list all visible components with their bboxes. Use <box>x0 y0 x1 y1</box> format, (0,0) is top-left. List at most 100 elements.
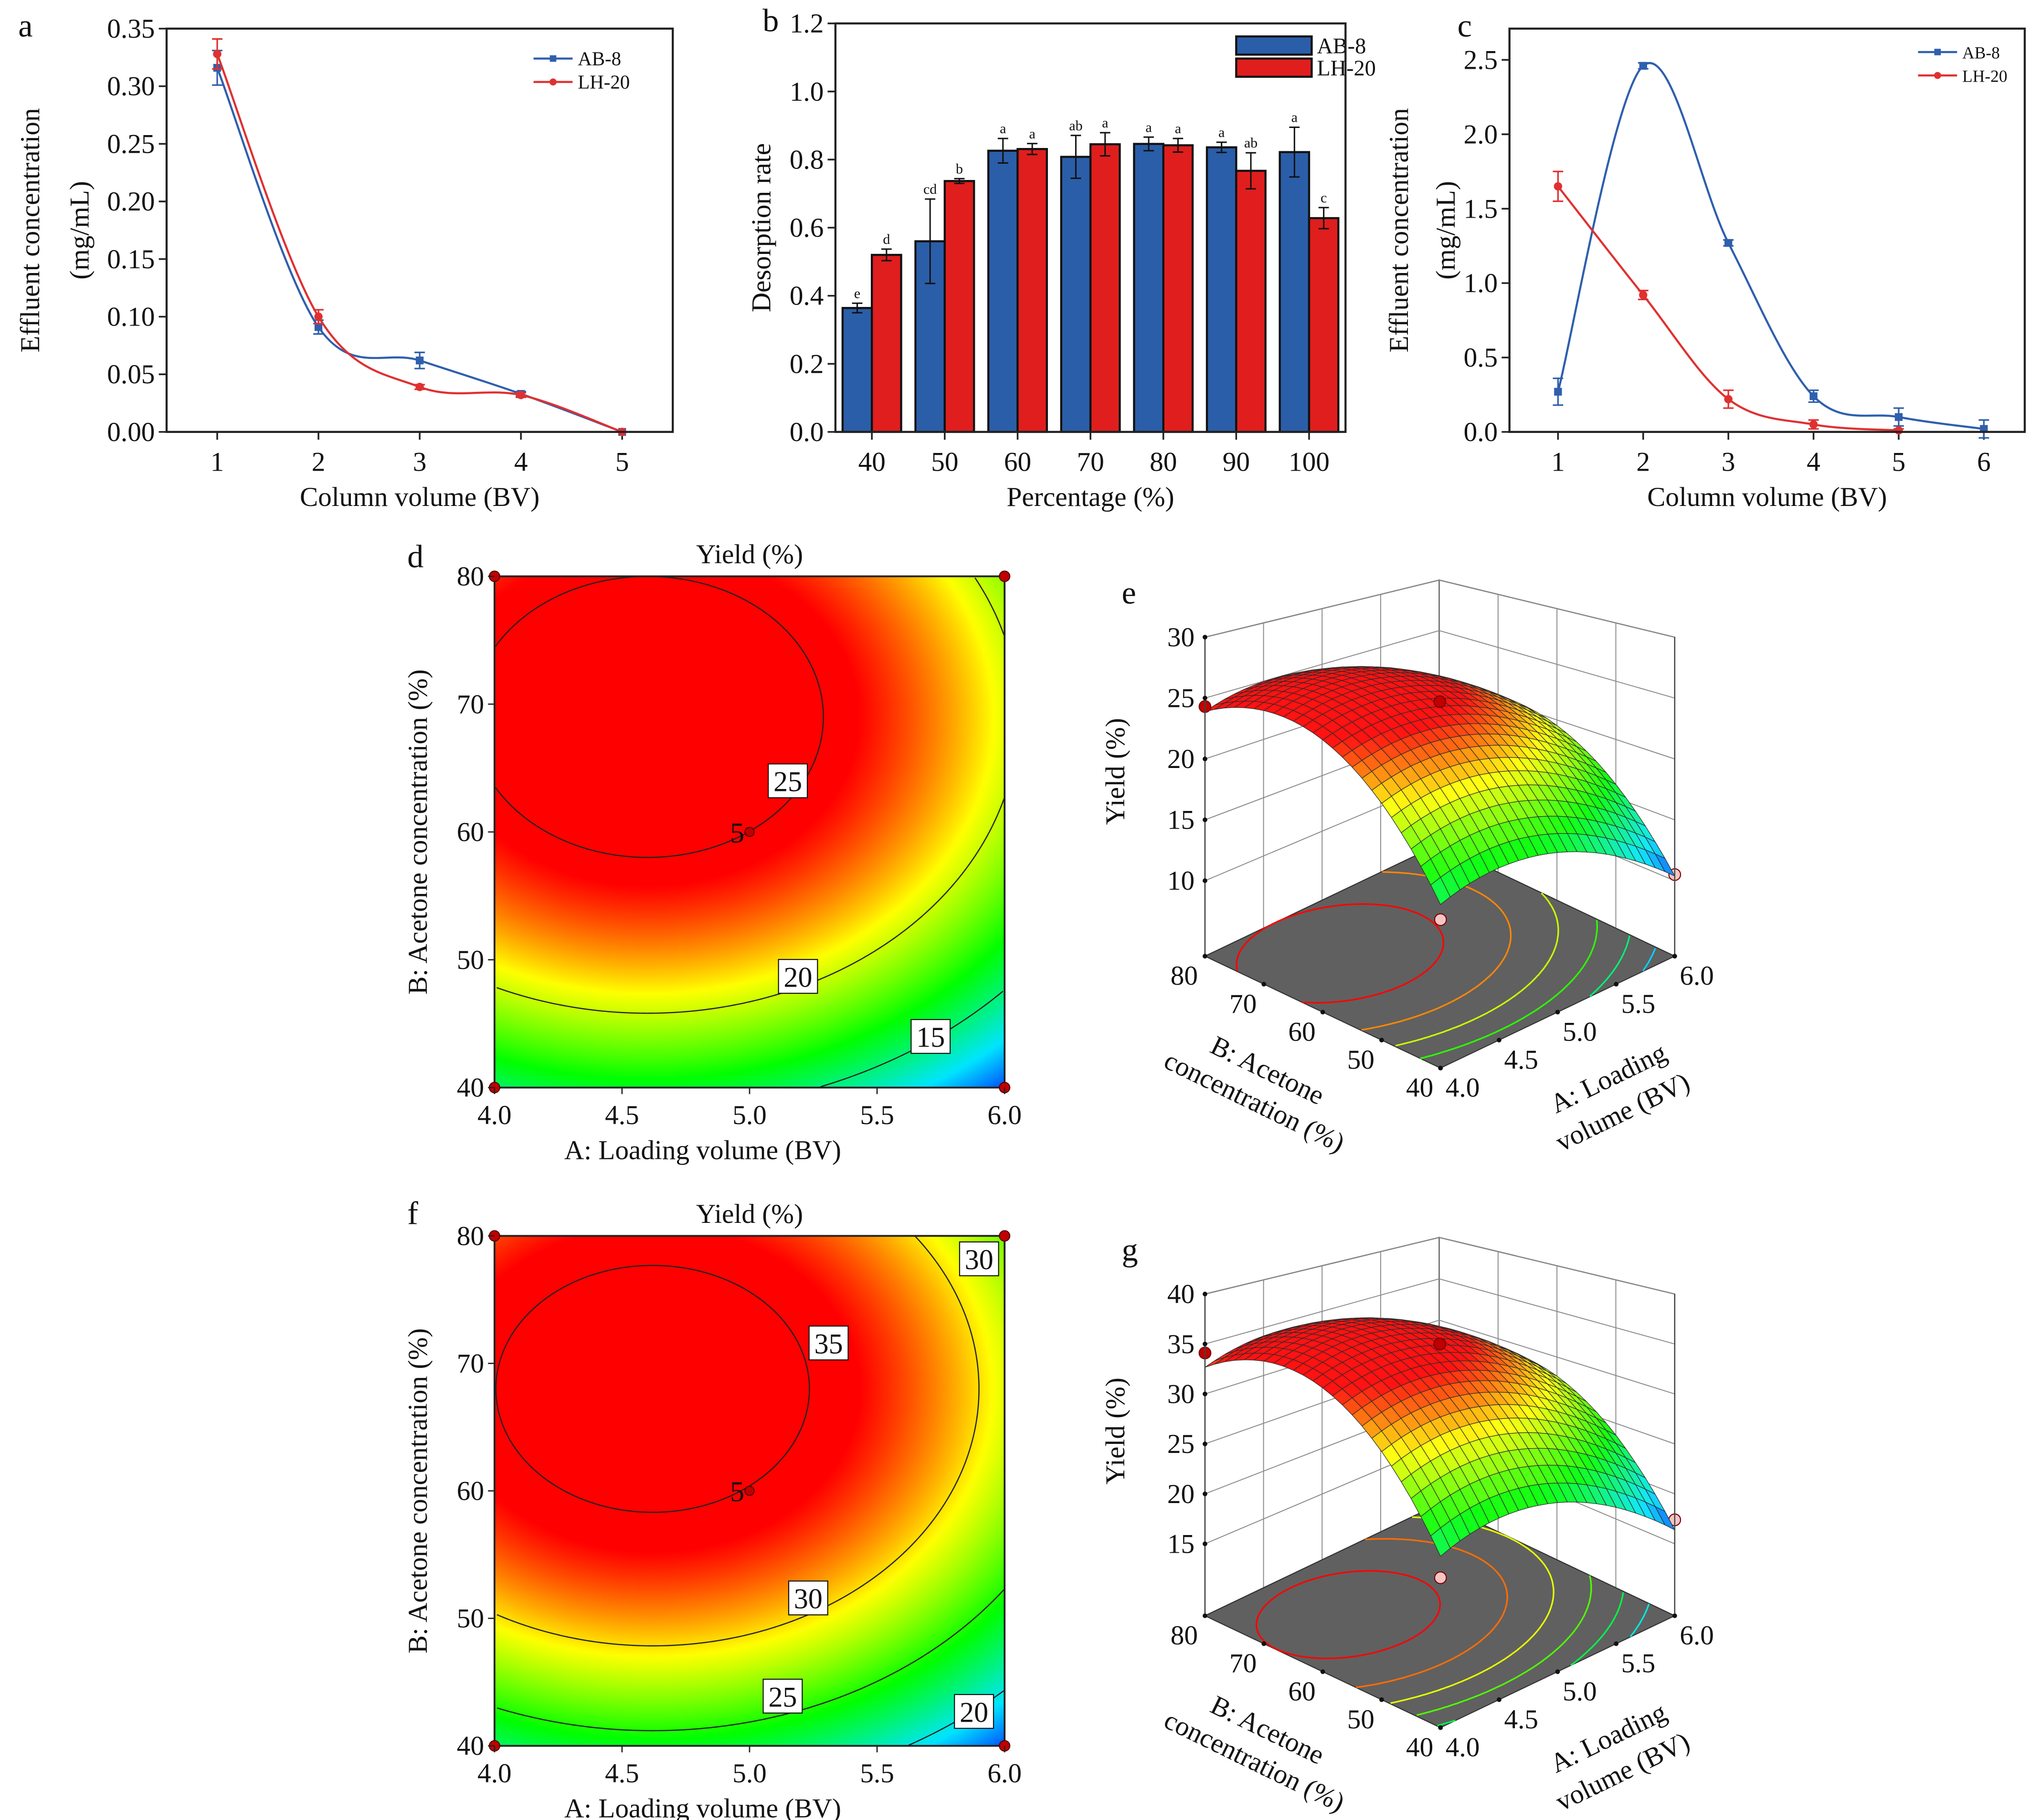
y-tick-label: 0.2 <box>790 349 824 379</box>
contour-line-35 <box>495 1264 810 1513</box>
y-tick-label: 40 <box>457 1073 484 1103</box>
x-tick-label: 60 <box>1004 447 1031 477</box>
floor-contour-23 <box>1570 1592 1624 1666</box>
y-tick-label: 60 <box>457 1476 484 1506</box>
wall-gridline <box>1205 1319 1675 1395</box>
bar-AB-8-80 <box>1133 143 1164 433</box>
bar-LH-20-100 <box>1308 217 1340 433</box>
contour-label: 30 <box>965 1244 994 1275</box>
z-tick <box>1203 757 1207 761</box>
panel-b-bar-chart: 0.0 0.2 0.4 0.6 0.8 1.0 1.2 40 e d 50 cd b 60 a a 70 ab a 8… <box>747 9 1376 512</box>
x-tick-label: 70 <box>1077 447 1104 477</box>
b-tick-label: 40 <box>1406 1732 1433 1762</box>
plot-frame <box>1508 27 2026 433</box>
x-tick-label: 2 <box>1636 447 1650 477</box>
y-tick-label: 50 <box>457 1604 484 1634</box>
error-bar <box>1143 136 1154 152</box>
contour-title: Yield (%) <box>696 539 803 569</box>
x-tick-label: 4 <box>1807 447 1820 477</box>
series-line-AB-8 <box>1557 62 1984 430</box>
contour-label: 25 <box>773 766 802 798</box>
panel-a-line-chart: 0.00 0.05 0.10 0.15 0.20 0.25 0.30 0.35 1 2 3 4 5 AB-… <box>15 14 674 512</box>
surface-patch <box>1430 877 1451 905</box>
error-bar <box>1173 137 1184 153</box>
a-tick <box>1438 1725 1443 1730</box>
x-tick-label: 5 <box>1892 447 1906 477</box>
a-tick-label: 5.0 <box>1563 1676 1597 1706</box>
x-tick-label: 4.5 <box>605 1758 639 1788</box>
x-tick-label: 3 <box>1722 447 1735 477</box>
a-tick <box>1555 1669 1560 1674</box>
significance-letter: a <box>1102 115 1108 131</box>
z-tick-label: 25 <box>1167 684 1195 714</box>
x-tick-label: 4.0 <box>477 1100 512 1130</box>
floor-contour-20 <box>1629 1603 1650 1637</box>
x-tick-label: 100 <box>1289 447 1330 477</box>
a-tick <box>1555 1010 1560 1015</box>
z-tick-label: 40 <box>1167 1279 1195 1309</box>
contour-label-box <box>788 1580 828 1616</box>
contour-label: 25 <box>768 1681 797 1713</box>
significance-letter: e <box>854 285 860 301</box>
contour-label-box <box>768 763 808 799</box>
b-tick-label: 50 <box>1347 1045 1374 1075</box>
contour-label: 20 <box>784 961 813 993</box>
y-tick-label: 60 <box>457 817 484 847</box>
y-tick-label: 0.00 <box>107 417 155 447</box>
y-tick-label: 0.10 <box>107 302 155 332</box>
z-tick-label: 10 <box>1167 866 1195 896</box>
error-bar <box>997 137 1008 164</box>
a-tick-label: 6.0 <box>1680 961 1714 991</box>
b-tick <box>1203 954 1207 959</box>
a-tick <box>1496 1697 1501 1702</box>
data-point <box>314 323 323 331</box>
design-point <box>744 1485 755 1496</box>
design-point <box>1433 1337 1447 1351</box>
y-tick-label: 80 <box>457 1221 484 1251</box>
floor-contour-23 <box>1437 1719 1456 1726</box>
b-tick-label: 80 <box>1171 961 1198 991</box>
a-tick <box>1614 981 1619 987</box>
error-bar <box>1289 126 1300 178</box>
bar-LH-20-70 <box>1089 143 1121 433</box>
z-tick <box>1203 634 1207 640</box>
contour-line-20 <box>974 577 1005 636</box>
b-tick-label: 60 <box>1288 1017 1315 1047</box>
panel-f-contour-plot: 35 30 30 25 20 5 4.0 4.5 5.0 5.5 6.0 40 50 60 70 80 Yiel… <box>403 1199 1022 1820</box>
data-point <box>1639 62 1647 70</box>
floor-contour-17.5 <box>1420 919 1598 1060</box>
significance-letter: a <box>1029 126 1035 142</box>
y-tick-label: 70 <box>457 1348 484 1378</box>
contour-label: 35 <box>814 1328 843 1359</box>
z-tick-label: 30 <box>1167 622 1195 652</box>
panel-label-g: g <box>1121 1231 1138 1268</box>
error-bar <box>1216 141 1227 153</box>
significance-letter: a <box>1175 121 1181 137</box>
panel-label-b: b <box>762 2 779 38</box>
panel-label-e: e <box>1121 575 1136 611</box>
data-point <box>1894 413 1903 421</box>
y-tick-label: 0.6 <box>790 213 824 243</box>
legend-label: AB-8 <box>1962 43 2000 63</box>
a-tick-label: 4.5 <box>1504 1045 1538 1075</box>
y-tick-label: 0.0 <box>1464 417 1498 447</box>
floor-contour-15 <box>1589 935 1630 997</box>
y-tick-label: 1.0 <box>790 77 824 107</box>
error-bar <box>1318 207 1329 230</box>
b-tick <box>1379 1038 1384 1042</box>
data-point <box>415 383 424 391</box>
y-tick-label: 40 <box>457 1731 484 1761</box>
y-tick-label: 70 <box>457 689 484 719</box>
b-tick-label: 80 <box>1171 1620 1198 1651</box>
x-tick-label: 5.5 <box>860 1100 894 1130</box>
z-tick-label: 15 <box>1167 1529 1195 1559</box>
x-tick-label: 6 <box>1977 447 1991 477</box>
b-tick-label: 70 <box>1229 989 1257 1019</box>
b-tick <box>1203 1613 1207 1618</box>
x-tick-label: 90 <box>1223 447 1250 477</box>
contour-label: 30 <box>794 1583 823 1615</box>
error-bar <box>852 302 863 314</box>
z-axis-label: Yield (%) <box>1100 718 1131 825</box>
